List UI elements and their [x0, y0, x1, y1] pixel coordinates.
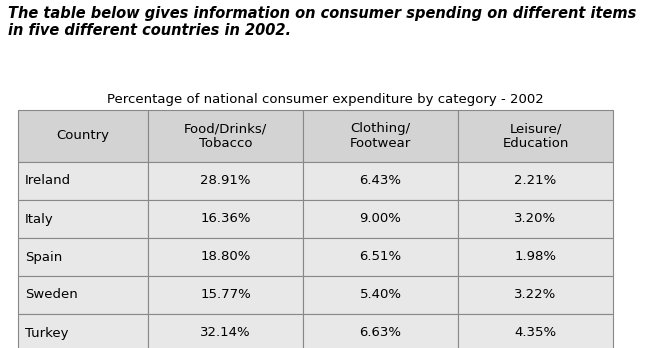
Text: Country: Country	[57, 129, 109, 142]
Text: Sweden: Sweden	[25, 288, 78, 301]
Text: Food/Drinks/
Tobacco: Food/Drinks/ Tobacco	[184, 122, 267, 150]
Bar	[18, 238, 148, 276]
Text: 9.00%: 9.00%	[359, 213, 402, 226]
Text: Percentage of national consumer expenditure by category - 2002: Percentage of national consumer expendit…	[107, 93, 543, 106]
Text: 1.98%: 1.98%	[515, 251, 556, 263]
Bar	[458, 276, 613, 314]
Bar	[458, 238, 613, 276]
Bar	[18, 314, 148, 348]
Bar	[148, 238, 303, 276]
Bar	[303, 314, 458, 348]
Text: Italy: Italy	[25, 213, 54, 226]
Text: 3.20%: 3.20%	[514, 213, 556, 226]
Text: 5.40%: 5.40%	[359, 288, 402, 301]
Text: Ireland: Ireland	[25, 174, 71, 188]
Bar	[458, 162, 613, 200]
Text: 16.36%: 16.36%	[200, 213, 251, 226]
Text: 3.22%: 3.22%	[514, 288, 556, 301]
Text: Leisure/
Education: Leisure/ Education	[502, 122, 569, 150]
Bar	[303, 200, 458, 238]
Bar	[303, 162, 458, 200]
Text: 2.21%: 2.21%	[514, 174, 556, 188]
Bar	[18, 276, 148, 314]
Text: Clothing/
Footwear: Clothing/ Footwear	[350, 122, 411, 150]
Text: 28.91%: 28.91%	[200, 174, 251, 188]
Text: The table below gives information on consumer spending on different items
in fiv: The table below gives information on con…	[8, 6, 636, 38]
Bar	[458, 200, 613, 238]
Bar	[18, 200, 148, 238]
Text: Turkey: Turkey	[25, 326, 68, 340]
Text: 6.63%: 6.63%	[359, 326, 402, 340]
Text: 6.51%: 6.51%	[359, 251, 402, 263]
Text: 18.80%: 18.80%	[200, 251, 251, 263]
Bar	[458, 110, 613, 162]
Bar	[303, 238, 458, 276]
Bar	[148, 314, 303, 348]
Text: 6.43%: 6.43%	[359, 174, 402, 188]
Bar	[303, 110, 458, 162]
Bar	[148, 162, 303, 200]
Bar	[303, 276, 458, 314]
Text: Spain: Spain	[25, 251, 62, 263]
Text: 4.35%: 4.35%	[514, 326, 556, 340]
Bar	[18, 110, 148, 162]
Bar	[18, 162, 148, 200]
Text: 32.14%: 32.14%	[200, 326, 251, 340]
Bar	[148, 276, 303, 314]
Text: 15.77%: 15.77%	[200, 288, 251, 301]
Bar	[148, 200, 303, 238]
Bar	[148, 110, 303, 162]
Bar	[458, 314, 613, 348]
